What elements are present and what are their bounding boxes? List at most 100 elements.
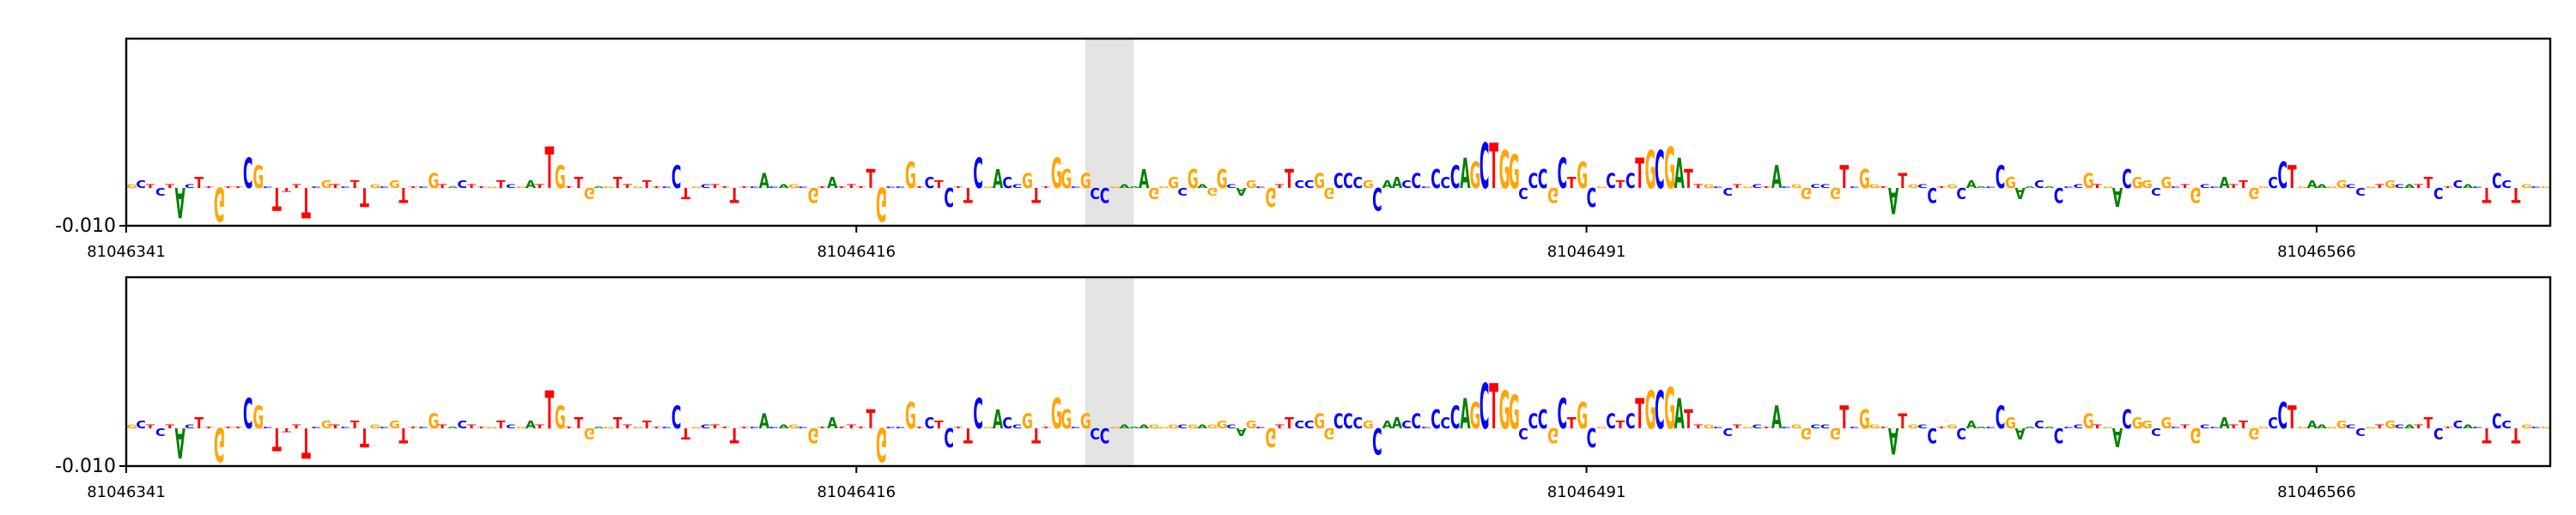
logo-letter: C — [671, 399, 682, 436]
logo-letter: T — [817, 427, 827, 429]
logo-letter: A — [1976, 186, 1987, 189]
logo-letter: C — [1401, 179, 1412, 191]
logo-letter: T — [613, 414, 623, 432]
logo-letter: G — [1158, 427, 1170, 429]
logo-letter: G — [1947, 183, 1958, 189]
logo-letter: A — [1119, 183, 1130, 189]
logo-letter: C — [1002, 173, 1012, 191]
logo-letter: G — [604, 186, 615, 189]
logo-letter: G — [1323, 185, 1334, 203]
logo-letter: G — [2297, 427, 2308, 429]
logo-letter: T — [496, 420, 506, 432]
logo-letter: T — [1275, 183, 1285, 189]
logo-letter: G — [1742, 186, 1753, 189]
logo-letter: G — [2541, 427, 2552, 429]
logo-letter: C — [1226, 183, 1236, 189]
logo-letter: C — [2278, 394, 2288, 437]
logo-letter: T — [1839, 399, 1849, 436]
logo-letter: G — [1060, 164, 1072, 194]
logo-letter: A — [1129, 427, 1140, 429]
logo-letter: C — [944, 181, 954, 211]
logo-letter: G — [2366, 186, 2377, 189]
logo-letter: T — [564, 186, 574, 189]
logo-letter: G — [1596, 427, 1607, 429]
logo-letter: T — [350, 179, 360, 191]
logo-letter: G — [1742, 427, 1753, 429]
logo-letter: G — [1022, 409, 1033, 433]
logo-letter: A — [779, 423, 790, 429]
logo-letter: A — [993, 404, 1003, 434]
logo-letter: G — [1217, 164, 1228, 194]
logo-letter: A — [1460, 151, 1470, 198]
logo-letter: G — [2326, 427, 2337, 429]
logo-letter: G — [2249, 425, 2260, 443]
logo-letter: C — [2209, 427, 2220, 429]
logo-letter: T — [535, 423, 545, 429]
logo-letter: G — [1830, 425, 1841, 443]
logo-letter: T — [2180, 423, 2190, 429]
logo-letter: T — [331, 423, 341, 429]
logo-letter: T — [1684, 404, 1693, 434]
logo-letter: C — [1002, 414, 1012, 432]
logo-letter: T — [1285, 164, 1294, 194]
logo-letter: A — [1674, 151, 1685, 198]
logo-letter: A — [2112, 181, 2123, 211]
y-tick-label: -0.010 — [55, 456, 116, 477]
logo-letter: A — [1771, 399, 1782, 436]
logo-letter: C — [671, 159, 682, 196]
logo-letter: T — [398, 183, 408, 207]
logo-letter: T — [477, 427, 486, 429]
logo-letter: C — [2492, 409, 2502, 433]
logo-letter: T — [204, 427, 214, 429]
logo-letter: A — [1236, 185, 1246, 197]
logo-letter: T — [1567, 173, 1577, 191]
logo-letter: G — [905, 154, 916, 197]
logo-letter: G — [983, 186, 994, 189]
logo-letter: G — [633, 186, 644, 189]
logo-letter: G — [1947, 423, 1958, 429]
logo-letter: C — [1528, 169, 1539, 193]
logo-letter: T — [2239, 179, 2248, 191]
logo-letter: G — [1645, 141, 1656, 201]
logo-letter: T — [681, 185, 690, 203]
logo-letter: G — [633, 427, 644, 429]
logo-letter: G — [1645, 381, 1656, 441]
logo-letter: C — [1090, 425, 1100, 443]
x-tick-label: 81046491 — [1547, 243, 1626, 261]
logo-letter: T — [2093, 183, 2103, 189]
x-tick-label: 81046341 — [87, 243, 166, 261]
logo-letter: T — [837, 427, 847, 429]
logo-letter: C — [1927, 423, 1937, 447]
logo-letter: G — [1470, 154, 1481, 197]
logo-letter: T — [204, 186, 214, 189]
logo-letter: T — [2375, 423, 2385, 429]
logo-letter: C — [1441, 414, 1451, 432]
logo-letter: C — [1450, 399, 1461, 436]
logo-letter: T — [282, 427, 292, 433]
logo-letter: C — [2395, 423, 2405, 429]
logo-letter: C — [506, 423, 516, 429]
logo-letter: T — [1635, 151, 1644, 198]
logo-letter: C — [1353, 414, 1364, 432]
logo-letter: T — [730, 183, 739, 207]
logo-letter: C — [1917, 183, 1928, 189]
logo-letter: T — [1616, 179, 1625, 191]
logo-letter: T — [856, 186, 866, 189]
logo-letter: G — [1314, 409, 1325, 433]
logo-letter: A — [1888, 419, 1899, 462]
highlight-region — [1084, 277, 1134, 466]
logo-letter: T — [360, 421, 369, 451]
logo-letter: C — [973, 151, 983, 198]
logo-letter: T — [1898, 409, 1907, 433]
logo-letter: G — [1206, 185, 1218, 197]
logo-letter: C — [2501, 179, 2512, 191]
logo-letter: G — [555, 399, 566, 436]
logo-letter: C — [2122, 404, 2132, 434]
logo-letter: C — [457, 420, 467, 432]
logo-letter: T — [2093, 423, 2103, 429]
logo-letter: T — [934, 420, 944, 432]
logo-letter: C — [2073, 423, 2083, 429]
logo-letter: C — [1450, 159, 1461, 196]
logo-letter: G — [252, 399, 264, 436]
